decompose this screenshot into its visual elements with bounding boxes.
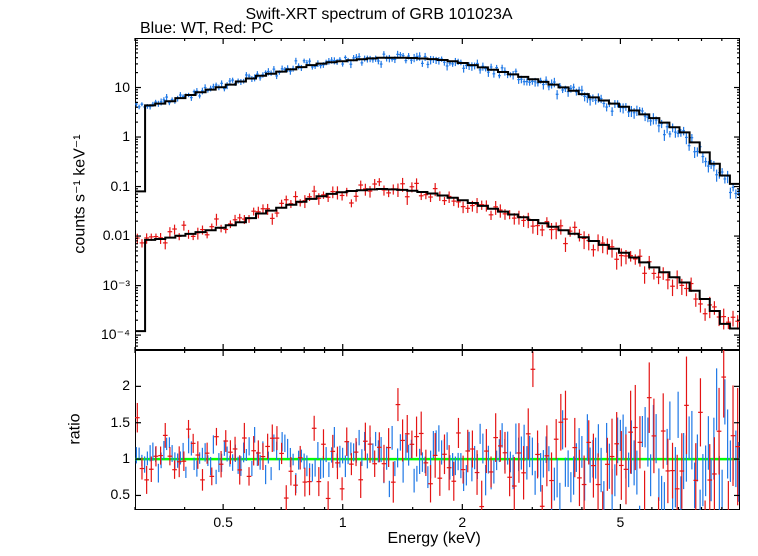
xtick-label: 1 (328, 514, 358, 530)
xtick-label: 5 (605, 514, 635, 530)
ytick-label-top: 1 (80, 128, 130, 144)
ytick-label-top: 10⁻³ (80, 277, 130, 294)
xtick-label: 2 (447, 514, 477, 530)
ytick-label-top: 10⁻⁴ (80, 326, 130, 343)
ytick-label-top: 10 (80, 79, 130, 95)
figure: Swift-XRT spectrum of GRB 101023A Blue: … (0, 0, 758, 556)
ytick-label-bot: 0.5 (90, 486, 130, 502)
ytick-label-bot: 1.5 (90, 414, 130, 430)
ytick-label-bot: 1 (90, 450, 130, 466)
ytick-label-top: 0.01 (80, 227, 130, 243)
ytick-label-bot: 2 (90, 377, 130, 393)
xtick-label: 0.5 (208, 514, 238, 530)
ytick-label-top: 0.1 (80, 178, 130, 194)
